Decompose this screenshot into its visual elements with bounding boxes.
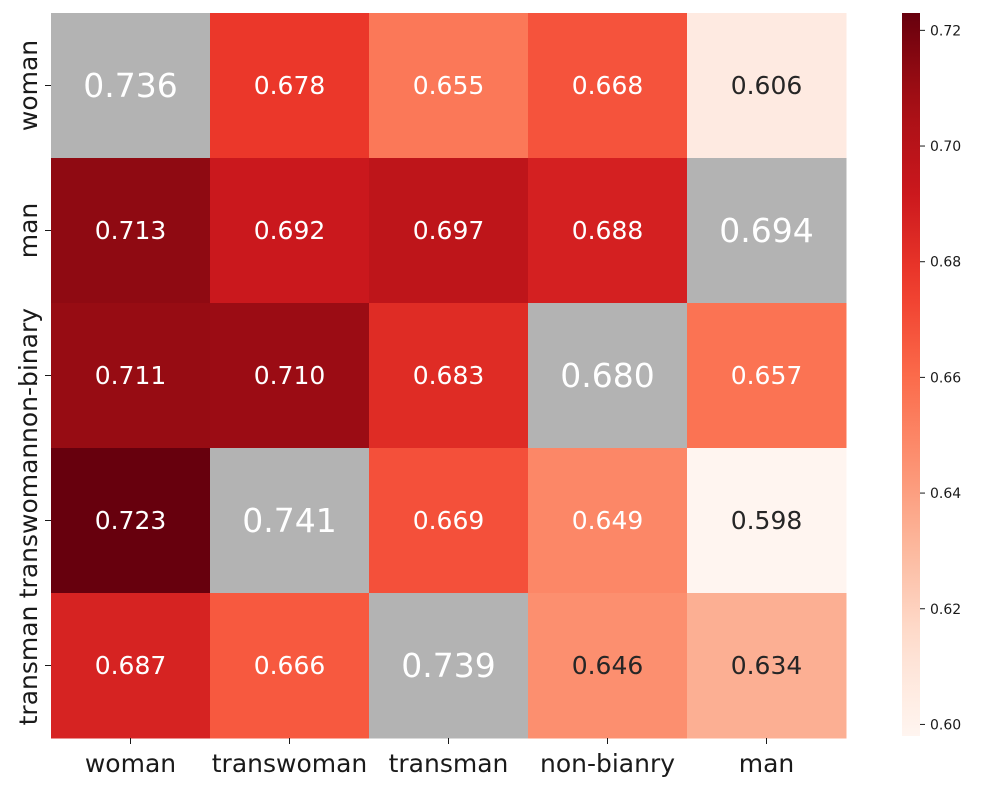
cell-value-label: 0.710: [254, 361, 326, 390]
heatmap-cell: [528, 303, 688, 449]
heatmap-cell: [51, 303, 211, 449]
heatmap-cell: [528, 13, 688, 159]
heatmap-cell: [210, 303, 370, 449]
colorbar-tick-label: 0.62: [930, 602, 961, 618]
heatmap-cell: [528, 593, 688, 739]
heatmap-cell: [528, 448, 688, 594]
cell-value-label: 0.711: [95, 361, 167, 390]
cell-value-label: 0.655: [413, 71, 485, 100]
heatmap-cell: [210, 13, 370, 159]
x-tick-label: woman: [85, 749, 176, 778]
y-tick-label: transman: [14, 606, 43, 726]
y-tick-label: man: [14, 203, 43, 259]
heatmap-cell: [687, 13, 847, 159]
heatmap-cell: [369, 13, 529, 159]
heatmap-cell: [51, 158, 211, 304]
cell-value-label: 0.687: [95, 651, 167, 680]
cell-value-label: 0.741: [242, 501, 336, 540]
heatmap-cell: [687, 303, 847, 449]
x-axis-labels: woman transwoman transman non-bianry man: [85, 738, 794, 778]
cell-value-label: 0.678: [254, 71, 326, 100]
cell-value-label: 0.634: [731, 651, 803, 680]
cell-value-label: 0.736: [83, 66, 177, 105]
heatmap-cell: [210, 593, 370, 739]
cell-value-label: 0.694: [719, 211, 813, 250]
colorbar: 0.60 0.62 0.64 0.66 0.68 0.70 0.72: [902, 13, 961, 736]
heatmap-cell: [51, 448, 211, 594]
colorbar-gradient-bar: [902, 13, 920, 736]
colorbar-tick-label: 0.68: [930, 255, 961, 271]
cell-value-label: 0.669: [413, 506, 485, 535]
cell-value-label: 0.692: [254, 216, 326, 245]
heatmap-cells: 0.736 0.678 0.655 0.668 0.606 0.713 0.692 0.697…: [51, 13, 847, 739]
cell-value-label: 0.666: [254, 651, 326, 680]
y-tick-label: transwoman: [14, 443, 43, 599]
colorbar-tick-label: 0.70: [930, 139, 961, 155]
cell-value-label: 0.723: [95, 506, 167, 535]
y-tick-label: non-binary: [14, 308, 43, 443]
heatmap-cell: [51, 593, 211, 739]
heatmap-cell: [51, 13, 211, 159]
colorbar-tick-label: 0.72: [930, 23, 961, 39]
colorbar-tick-label: 0.66: [930, 370, 961, 386]
heatmap-cell: [369, 158, 529, 304]
heatmap-cell: [369, 593, 529, 739]
cell-value-label: 0.697: [413, 216, 485, 245]
heatmap-cell: [687, 158, 847, 304]
colorbar-tick-label: 0.60: [930, 717, 961, 733]
cell-value-label: 0.649: [572, 506, 644, 535]
heatmap-cell: [528, 158, 688, 304]
cell-value-label: 0.668: [572, 71, 644, 100]
cell-value-label: 0.657: [731, 361, 803, 390]
heatmap-cell: [210, 448, 370, 594]
heatmap-cell: [687, 593, 847, 739]
x-tick-label: transman: [389, 749, 509, 778]
cell-value-label: 0.688: [572, 216, 644, 245]
cell-value-label: 0.683: [413, 361, 485, 390]
x-tick-label: man: [739, 749, 795, 778]
heatmap-cell: [687, 448, 847, 594]
cell-value-label: 0.713: [95, 216, 167, 245]
cell-value-label: 0.739: [401, 646, 495, 685]
heatmap-cell: [369, 303, 529, 449]
heatmap-cell: [369, 448, 529, 594]
heatmap-cell: [210, 158, 370, 304]
x-tick-label: transwoman: [212, 749, 368, 778]
cell-value-label: 0.606: [731, 71, 803, 100]
colorbar-tick-label: 0.64: [930, 486, 961, 502]
cell-value-label: 0.646: [572, 651, 644, 680]
cell-value-label: 0.598: [731, 506, 803, 535]
cell-value-label: 0.680: [560, 356, 654, 395]
x-tick-label: non-bianry: [540, 749, 675, 778]
y-tick-label: woman: [14, 40, 43, 131]
